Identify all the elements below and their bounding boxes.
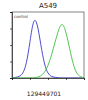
y-axis	[10, 13, 13, 79]
annotation: 129449701	[27, 90, 62, 97]
title: A549	[39, 2, 57, 10]
tick	[84, 78, 85, 80]
tick	[10, 78, 12, 79]
tick-mark	[10, 29, 12, 30]
tick	[66, 78, 67, 80]
tick	[48, 78, 49, 80]
tick-mark	[30, 78, 31, 80]
plot-frame	[12, 12, 84, 78]
tick	[30, 78, 31, 80]
histogram-line	[12, 25, 84, 78]
plot-area	[12, 20, 84, 78]
tick-mark	[10, 62, 12, 63]
axis-line	[13, 79, 85, 81]
legend-entry: control	[14, 14, 28, 19]
tick	[10, 45, 12, 46]
tick	[10, 62, 12, 63]
tick-mark	[84, 78, 85, 80]
tick-mark	[48, 78, 49, 80]
x-axis	[13, 78, 85, 80]
tick	[10, 29, 12, 30]
tick-mark	[10, 78, 12, 79]
axis-line	[10, 13, 13, 79]
tick-mark	[10, 12, 12, 13]
tick	[10, 12, 12, 13]
histogram-line	[12, 20, 84, 78]
chart: control A549 129449701	[0, 0, 88, 100]
tick-mark	[10, 45, 12, 46]
tick-mark	[66, 78, 67, 80]
